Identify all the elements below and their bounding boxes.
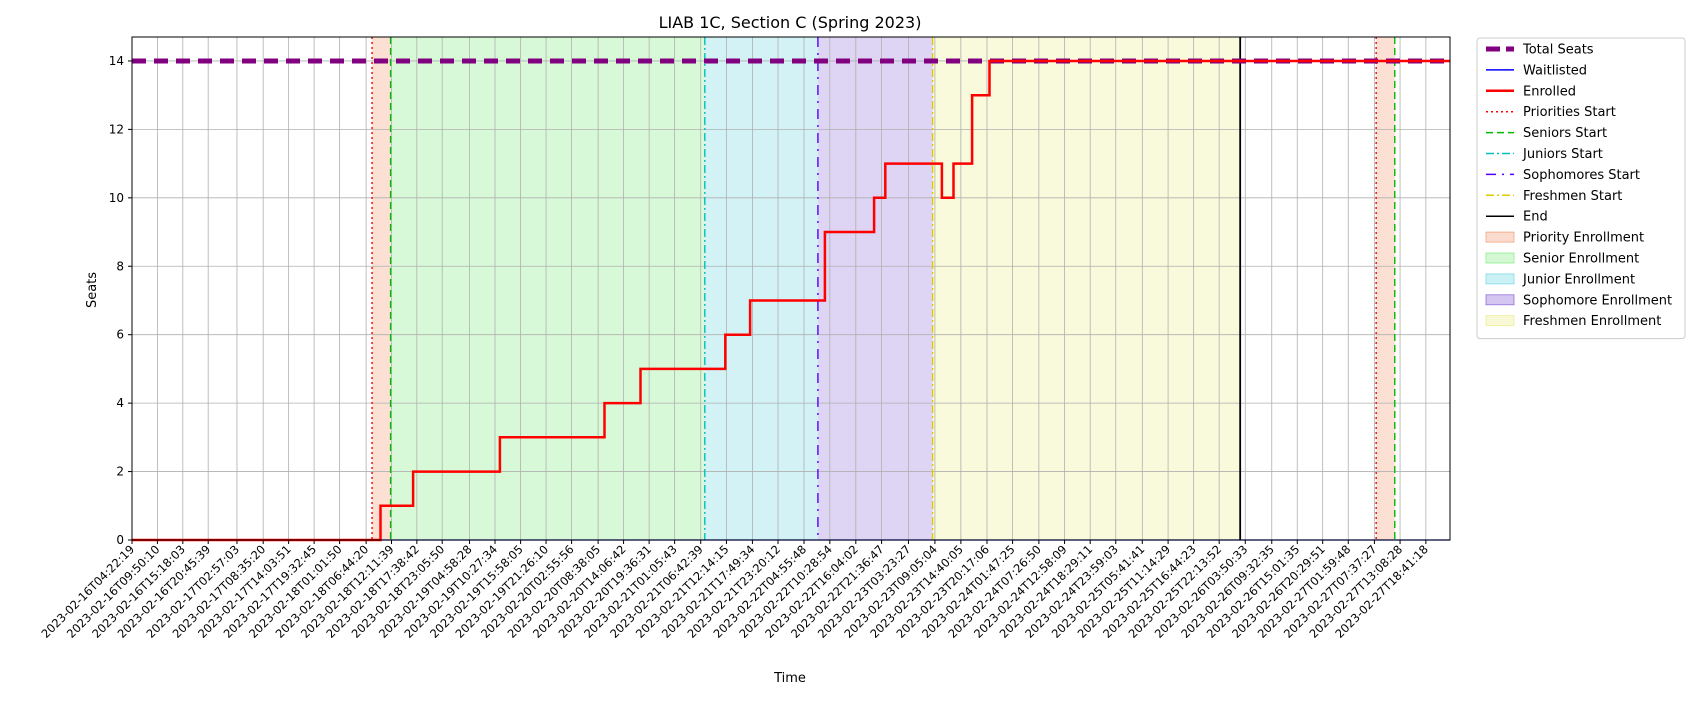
y-tick-label: 2 [116, 465, 124, 479]
enrollment-period-span [932, 37, 1241, 540]
enrollment-period-span [1376, 37, 1395, 540]
legend-label: Senior Enrollment [1523, 252, 1639, 267]
legend-label: Junior Enrollment [1522, 272, 1635, 287]
legend-label: Seniors Start [1523, 126, 1607, 141]
legend-label: Sophomores Start [1523, 168, 1640, 183]
enrollment-period-span [817, 37, 933, 540]
y-tick-label: 0 [116, 533, 124, 547]
legend-swatch [1485, 294, 1515, 306]
y-tick-label: 8 [116, 259, 124, 273]
y-tick-label: 4 [116, 396, 124, 410]
chart-title: LIAB 1C, Section C (Spring 2023) [659, 13, 922, 32]
y-axis: 0 2 4 6 8 10 12 14 [109, 54, 132, 547]
y-tick-label: 10 [109, 191, 124, 205]
legend-box [1476, 37, 1686, 340]
x-axis: 2023-02-16T04:22:192023-02-16T09:50:1020… [38, 540, 1431, 641]
legend-swatch [1485, 252, 1515, 264]
legend-label: Sophomore Enrollment [1523, 293, 1672, 308]
plot-frame [131, 36, 1451, 541]
legend-label: Waitlisted [1523, 63, 1587, 78]
legend-label: Priorities Start [1523, 105, 1616, 120]
legend-label: Total Seats [1522, 43, 1594, 58]
enrollment-period-span [704, 37, 818, 540]
legend-label: Enrolled [1523, 84, 1576, 99]
enrollment-periods [372, 37, 1395, 540]
legend-swatch [1485, 315, 1515, 327]
x-axis-label: Time [773, 671, 806, 686]
legend-label: End [1523, 210, 1548, 225]
phase-lines [371, 37, 1396, 540]
legend-label: Juniors Start [1522, 147, 1603, 162]
enrollment-period-span [390, 37, 705, 540]
y-axis-label: Seats [85, 272, 100, 308]
grid [131, 37, 1450, 541]
legend: Total Seats Waitlisted Enrolled Priorities … [1476, 37, 1686, 340]
series-line [132, 59, 1450, 542]
legend-label: Freshmen Start [1523, 189, 1622, 204]
y-tick-label: 14 [109, 54, 124, 68]
y-tick-label: 6 [116, 328, 124, 342]
y-tick-label: 12 [109, 122, 124, 136]
legend-label: Priority Enrollment [1523, 231, 1644, 246]
legend-label: Freshmen Enrollment [1523, 314, 1661, 329]
enrollment-period-span [372, 37, 391, 540]
legend-swatch [1485, 273, 1515, 285]
legend-swatch [1485, 231, 1515, 243]
